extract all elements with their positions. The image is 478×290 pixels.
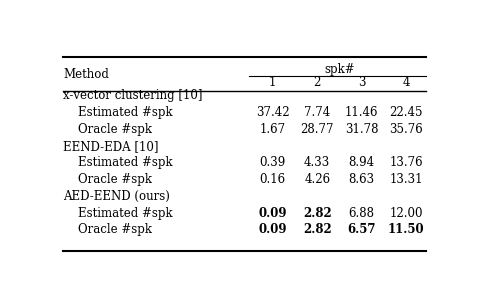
Text: 6.57: 6.57 bbox=[348, 223, 376, 236]
Text: 0.09: 0.09 bbox=[259, 207, 287, 220]
Text: Method: Method bbox=[64, 68, 109, 81]
Text: 13.31: 13.31 bbox=[390, 173, 423, 186]
Text: 8.94: 8.94 bbox=[348, 156, 375, 169]
Text: Estimated #spk: Estimated #spk bbox=[78, 106, 173, 119]
Text: Estimated #spk: Estimated #spk bbox=[78, 156, 173, 169]
Text: 4.33: 4.33 bbox=[304, 156, 330, 169]
Text: 2: 2 bbox=[314, 76, 321, 89]
Text: 22.45: 22.45 bbox=[390, 106, 423, 119]
Text: 4.26: 4.26 bbox=[304, 173, 330, 186]
Text: AED-EEND (ours): AED-EEND (ours) bbox=[64, 190, 170, 203]
Text: Oracle #spk: Oracle #spk bbox=[78, 173, 152, 186]
Text: 11.46: 11.46 bbox=[345, 106, 379, 119]
Text: 6.88: 6.88 bbox=[348, 207, 375, 220]
Text: 1: 1 bbox=[269, 76, 276, 89]
Text: x-vector clustering [10]: x-vector clustering [10] bbox=[64, 89, 203, 102]
Text: Oracle #spk: Oracle #spk bbox=[78, 123, 152, 136]
Text: 37.42: 37.42 bbox=[256, 106, 290, 119]
Text: 12.00: 12.00 bbox=[390, 207, 423, 220]
Text: 4: 4 bbox=[402, 76, 410, 89]
Text: 35.76: 35.76 bbox=[389, 123, 423, 136]
Text: 2.82: 2.82 bbox=[303, 207, 332, 220]
Text: 7.74: 7.74 bbox=[304, 106, 330, 119]
Text: spk#: spk# bbox=[324, 63, 355, 76]
Text: 2.82: 2.82 bbox=[303, 223, 332, 236]
Text: 0.16: 0.16 bbox=[260, 173, 286, 186]
Text: Oracle #spk: Oracle #spk bbox=[78, 223, 152, 236]
Text: 0.39: 0.39 bbox=[260, 156, 286, 169]
Text: 28.77: 28.77 bbox=[301, 123, 334, 136]
Text: 8.63: 8.63 bbox=[348, 173, 375, 186]
Text: 31.78: 31.78 bbox=[345, 123, 379, 136]
Text: 13.76: 13.76 bbox=[389, 156, 423, 169]
Text: EEND-EDA [10]: EEND-EDA [10] bbox=[64, 140, 159, 153]
Text: Estimated #spk: Estimated #spk bbox=[78, 207, 173, 220]
Text: 3: 3 bbox=[358, 76, 365, 89]
Text: 11.50: 11.50 bbox=[388, 223, 424, 236]
Text: 0.09: 0.09 bbox=[259, 223, 287, 236]
Text: 1.67: 1.67 bbox=[260, 123, 286, 136]
